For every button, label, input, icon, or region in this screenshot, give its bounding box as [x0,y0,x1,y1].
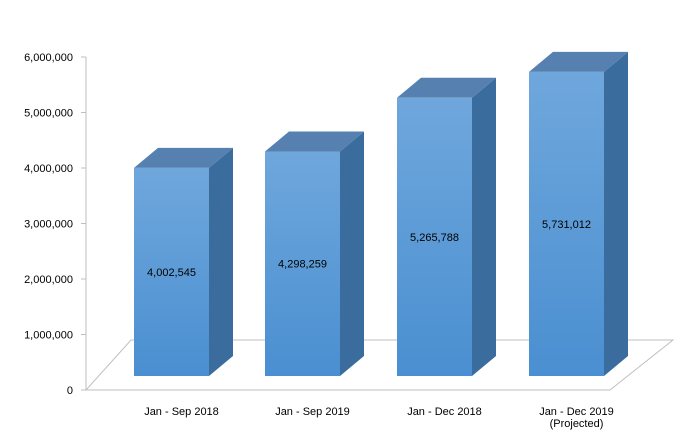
x-tick-label: (Projected) [550,418,604,430]
bar [134,147,233,376]
bars-layer [134,51,628,376]
y-tick-label: 1,000,000 [24,330,73,342]
y-tick-label: 2,000,000 [24,274,73,286]
data-label: 4,298,259 [278,259,327,271]
y-tick-label: 0 [67,385,73,397]
bar-side [472,77,496,376]
bar-top [397,77,496,98]
labels-layer: 4,002,545 Jan - Sep 2018 4,298,259 Jan - Se… [144,219,614,430]
data-label: 4,002,545 [147,267,196,279]
y-tick-label: 3,000,000 [24,219,73,231]
bar-front [397,97,472,376]
y-tick-label: 6,000,000 [24,52,73,64]
bar [265,131,364,376]
y-tick-label: 5,000,000 [24,108,73,120]
bar-side [209,147,233,376]
bar-top [529,51,628,72]
data-label: 5,731,012 [542,219,591,231]
bar-top [265,131,364,152]
x-tick-label: Jan - Sep 2019 [275,406,350,418]
floor-outline [84,339,675,391]
x-tick-label: Jan - Dec 2018 [407,406,482,418]
x-tick-label: Jan - Dec 2019 [539,406,614,418]
bar-front [134,167,209,376]
y-tick-label: 4,000,000 [24,163,73,175]
bar-side [604,51,628,376]
axis-layer: 0 1,000,000 2,000,000 3,000,000 4,000,000 5,0… [24,52,87,397]
chart-floor [84,339,675,391]
data-label: 5,265,788 [410,232,459,244]
bar-front [265,151,340,376]
bar-side [340,131,364,376]
x-tick-label: Jan - Sep 2018 [144,406,219,418]
bar-front [529,71,604,376]
bar [397,77,496,376]
bar-top [134,147,233,168]
bar [529,51,628,376]
